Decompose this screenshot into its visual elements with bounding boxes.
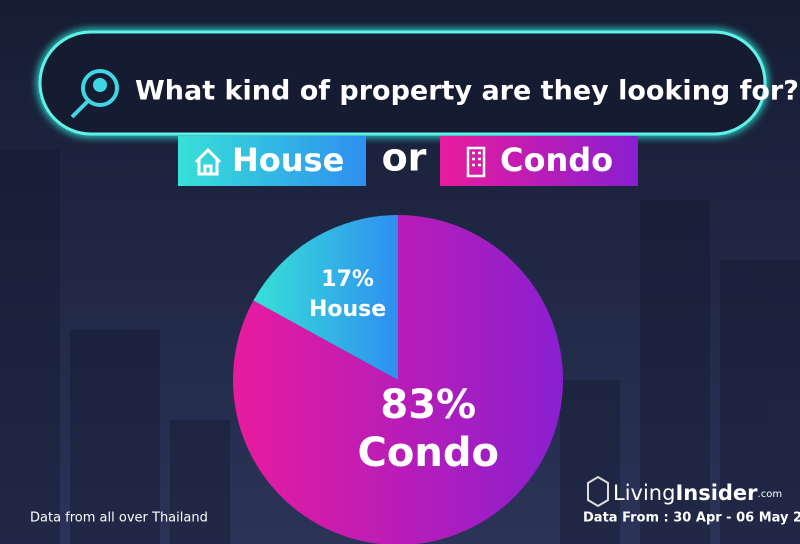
pie: 17% House 83%Condo — [233, 215, 563, 544]
slice-value-label: 17% — [321, 267, 374, 292]
house-badge — [178, 136, 366, 186]
house-icon — [194, 147, 222, 176]
title-frame — [38, 30, 767, 136]
search-icon — [70, 69, 119, 119]
city-silhouette — [0, 150, 800, 544]
condo-icon — [466, 146, 486, 178]
slice-value-label: 83% — [380, 382, 476, 428]
slice-category-label: House — [309, 297, 386, 322]
brand-second: Insider — [675, 481, 758, 505]
condo-badge — [440, 136, 638, 186]
title: What kind of property are they looking f… — [135, 76, 799, 107]
brand-domain: .com — [758, 489, 783, 500]
brand: LivingInsider.com — [613, 481, 782, 505]
pie-slice — [233, 215, 563, 544]
brand-logo — [587, 475, 609, 508]
pie-slice — [253, 215, 398, 380]
source: Data From : 30 Apr - 06 May 2022 — [583, 511, 800, 526]
connector: or — [382, 136, 427, 180]
brand-first: Living — [613, 481, 675, 505]
house-badge-label: House — [232, 141, 344, 179]
footnote: Data from all over Thailand — [30, 511, 208, 526]
slice-category-label: Condo — [358, 430, 499, 476]
condo-badge-label: Condo — [500, 141, 613, 179]
